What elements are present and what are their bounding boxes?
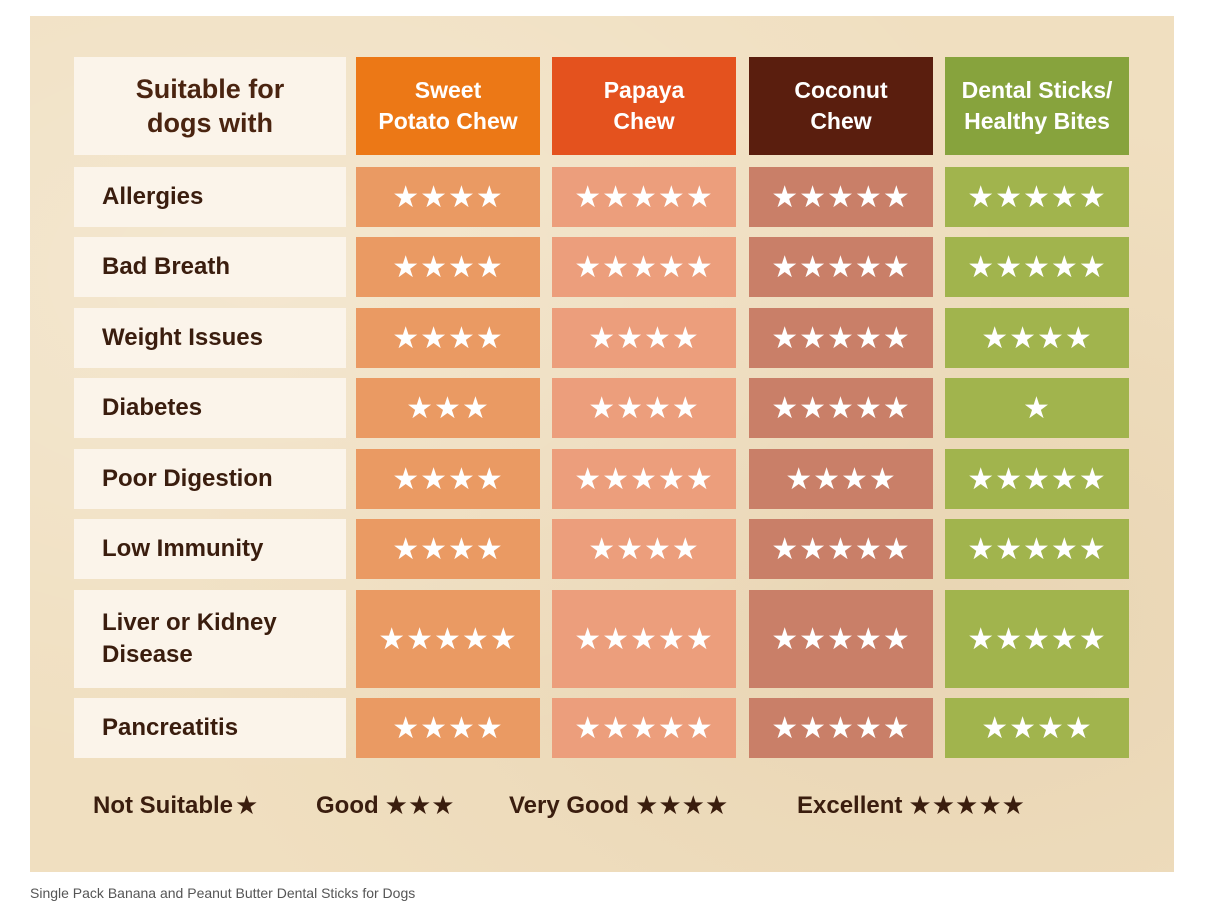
row-label: Diabetes: [74, 378, 346, 438]
column-header-line2: Chew: [810, 108, 872, 134]
rating-legend: Not Suitable ★ Good ★★★ Very Good ★★★★ Exce…: [0, 786, 1208, 826]
rating-stars: ★★★★★: [749, 519, 933, 579]
column-header: Dental Sticks/Healthy Bites: [945, 57, 1129, 155]
rating-stars: ★★★★: [749, 449, 933, 509]
header-label-line2: dogs with: [147, 108, 273, 138]
column-header-line2: Healthy Bites: [964, 108, 1110, 134]
row-label: Allergies: [74, 167, 346, 227]
column-header-line2: Chew: [613, 108, 675, 134]
row-label-line1: Poor Digestion: [102, 465, 273, 492]
table-header-label: Suitable for dogs with: [74, 57, 346, 155]
rating-stars: ★★★★★: [552, 698, 736, 758]
rating-stars: ★★★★★: [749, 167, 933, 227]
row-label-line2: Disease: [102, 641, 193, 668]
row-label-line1: Allergies: [102, 183, 204, 210]
column-header: Papaya Chew: [552, 57, 736, 155]
rating-stars: ★★★★★: [945, 519, 1129, 579]
row-label-line1: Pancreatitis: [102, 714, 239, 741]
legend-label: Excellent: [797, 792, 903, 819]
row-label: Liver or Kidney Disease: [74, 590, 346, 688]
column-header: Sweet Potato Chew: [356, 57, 540, 155]
rating-stars: ★★★★★: [945, 449, 1129, 509]
rating-stars: ★★★★: [945, 698, 1129, 758]
row-label-line1: Bad Breath: [102, 253, 231, 280]
legend-good: Good ★★★: [316, 786, 455, 826]
header-label-line1: Suitable for: [135, 74, 285, 104]
row-label-line1: Weight Issues: [102, 324, 263, 351]
rating-stars: ★★★★: [552, 519, 736, 579]
rating-stars: ★★★★: [945, 308, 1129, 368]
row-label: Pancreatitis: [74, 698, 346, 758]
legend-star-icon: ★★★★★: [908, 791, 1025, 821]
rating-stars: ★★★★★: [356, 590, 540, 688]
column-header-line2: Potato Chew: [378, 108, 518, 134]
rating-stars: ★★★★★: [945, 237, 1129, 297]
row-label: Bad Breath: [74, 237, 346, 297]
rating-stars: ★★★★: [356, 167, 540, 227]
row-label-line1: Liver or Kidney: [102, 609, 277, 636]
rating-stars: ★★★★★: [945, 167, 1129, 227]
rating-stars: ★★★★★: [749, 378, 933, 438]
rating-stars: ★★★★★: [945, 590, 1129, 688]
rating-stars: ★★★★★: [749, 237, 933, 297]
row-label: Poor Digestion: [74, 449, 346, 509]
rating-stars: ★★★★: [356, 519, 540, 579]
legend-label: Very Good: [509, 792, 630, 819]
column-header-line1: Sweet: [414, 77, 482, 103]
legend-star-icon: ★: [235, 791, 259, 821]
rating-stars: ★: [945, 378, 1129, 438]
legend-label: Not Suitable: [93, 792, 234, 819]
rating-stars: ★★★: [356, 378, 540, 438]
legend-very-good: Very Good ★★★★: [509, 786, 728, 826]
column-header-line1: Dental Sticks/: [961, 77, 1113, 103]
column-header-line1: Coconut: [794, 77, 888, 103]
rating-stars: ★★★★★: [749, 590, 933, 688]
rating-stars: ★★★★★: [749, 308, 933, 368]
rating-stars: ★★★★: [552, 308, 736, 368]
row-label-line1: Low Immunity: [102, 535, 264, 562]
rating-stars: ★★★★: [552, 378, 736, 438]
legend-star-icon: ★★★★: [635, 791, 729, 821]
legend-not-suitable: Not Suitable ★: [93, 786, 258, 826]
rating-stars: ★★★★: [356, 237, 540, 297]
rating-stars: ★★★★★: [552, 167, 736, 227]
rating-stars: ★★★★★: [749, 698, 933, 758]
row-label: Low Immunity: [74, 519, 346, 579]
rating-stars: ★★★★: [356, 449, 540, 509]
rating-stars: ★★★★★: [552, 590, 736, 688]
column-header: Coconut Chew: [749, 57, 933, 155]
row-label: Weight Issues: [74, 308, 346, 368]
image-caption: Single Pack Banana and Peanut Butter Den…: [30, 885, 416, 901]
legend-star-icon: ★★★: [384, 791, 455, 821]
row-label-line1: Diabetes: [102, 394, 203, 421]
rating-stars: ★★★★: [356, 698, 540, 758]
legend-excellent: Excellent ★★★★★: [797, 786, 1025, 826]
rating-stars: ★★★★: [356, 308, 540, 368]
legend-label: Good: [316, 792, 379, 819]
rating-stars: ★★★★★: [552, 237, 736, 297]
rating-stars: ★★★★★: [552, 449, 736, 509]
column-header-line1: Papaya: [603, 77, 685, 103]
